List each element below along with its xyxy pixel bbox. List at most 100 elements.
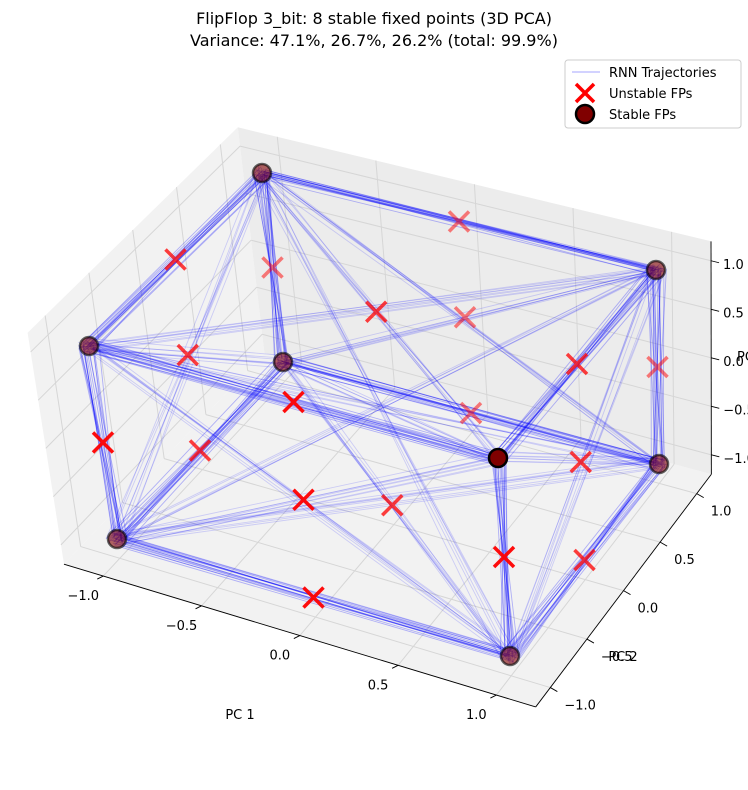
grid-line-left-z	[37, 192, 246, 401]
trajectory-segment	[126, 172, 259, 537]
axis-panes	[27, 127, 712, 707]
trajectory-segment	[121, 459, 499, 542]
trajectory-segment	[488, 460, 665, 466]
y-tick	[623, 590, 631, 595]
trajectory-segment	[491, 454, 515, 651]
trajectory-segment	[496, 265, 659, 455]
z-tick	[711, 454, 720, 458]
trajectory-segment	[261, 174, 497, 462]
chart-subtitle: Variance: 47.1%, 26.7%, 26.2% (total: 99…	[190, 31, 558, 50]
z-tick-label: 0.0	[723, 355, 744, 370]
trajectory-segment	[511, 270, 666, 658]
trajectory-segment	[122, 369, 285, 548]
trajectory-segment	[87, 337, 494, 452]
z-tick-label: 1.0	[723, 258, 744, 273]
trajectory-segment	[107, 174, 266, 544]
trajectory-segment	[652, 272, 662, 469]
trajectory-segment	[110, 539, 507, 657]
grid-line-left-z	[45, 239, 252, 449]
trajectory-segment	[655, 268, 667, 465]
legend-unstable-label: Unstable FPs	[609, 87, 693, 102]
trajectory-segment	[269, 175, 658, 469]
y-tick-label: 1.0	[711, 505, 732, 520]
trajectory-segment	[263, 171, 659, 464]
legend-stable-label: Stable FPs	[609, 108, 676, 123]
trajectory-segment	[107, 269, 657, 540]
trajectory-segment	[120, 461, 659, 537]
trajectory-segment	[84, 174, 268, 351]
chart-title: FlipFlop 3_bit: 8 stable fixed points (3…	[196, 9, 552, 29]
trajectory-segment	[78, 341, 506, 653]
unstable-fp-marker	[292, 488, 315, 511]
trajectory-segment	[82, 346, 119, 539]
x-axis-label: PC 1	[225, 708, 254, 723]
unstable-fp-marker	[453, 306, 477, 329]
stable-fps	[78, 162, 670, 667]
trajectory-segment	[258, 175, 498, 461]
grid-lines	[30, 136, 712, 696]
unstable-fp-marker	[91, 431, 115, 454]
stable-fp-marker	[648, 453, 670, 475]
trajectory-segment	[113, 532, 509, 650]
stable-fp-marker	[78, 335, 100, 357]
unstable-fp-marker	[302, 586, 325, 609]
trajectory-segment	[652, 275, 663, 469]
stable-fp-marker	[645, 259, 667, 281]
z-axis-label: PC	[737, 350, 748, 365]
stable-fp-marker	[499, 645, 521, 667]
z-tick	[711, 405, 720, 409]
trajectory-segment	[115, 360, 291, 541]
trajectory-segment	[279, 354, 505, 649]
trajectory-segment	[118, 271, 652, 542]
trajectory-segment	[79, 346, 664, 464]
trajectory-segment	[256, 174, 518, 657]
trajectory-segment	[108, 267, 655, 538]
trajectory-segment	[498, 450, 657, 459]
trajectory-segment	[93, 349, 494, 464]
trajectory-segment	[270, 174, 660, 273]
trajectory-segment	[85, 166, 262, 341]
trajectory-segment	[662, 270, 665, 465]
trajectory-segment	[286, 364, 504, 660]
trajectory-segment	[284, 355, 658, 460]
pane-back-wall	[237, 127, 712, 475]
trajectory-segment	[94, 342, 652, 464]
trajectory-segment	[493, 272, 662, 464]
trajectory-segment	[287, 367, 502, 465]
trajectory-segment	[496, 454, 514, 653]
pane-floor	[64, 353, 712, 707]
stable-fp-marker	[251, 162, 273, 184]
unstable-fp-marker	[492, 545, 516, 569]
trajectory-segment	[259, 174, 515, 657]
trajectory-segment	[85, 265, 665, 346]
trajectory-segment	[117, 453, 492, 535]
trajectory-segment	[121, 174, 269, 542]
trajectory-segment	[98, 348, 120, 542]
trajectory-segment	[283, 365, 502, 463]
trajectory-segment	[291, 269, 656, 362]
trajectory-segment	[266, 181, 289, 371]
trajectory-segment	[82, 345, 493, 460]
x-tick	[195, 605, 202, 610]
y-tick-label: −1.0	[564, 699, 596, 714]
unstable-fp-marker	[565, 352, 589, 376]
x-tick	[97, 575, 104, 580]
unstable-fp-marker	[176, 343, 199, 367]
trajectory-segment	[260, 173, 663, 270]
y-tick	[659, 541, 668, 547]
trajectory-segment	[81, 342, 281, 361]
grid-line-left-y	[219, 144, 249, 371]
trajectory-segment	[120, 537, 515, 657]
trajectory-segment	[509, 264, 655, 651]
trajectory-segment	[80, 268, 660, 348]
trajectory-segment	[115, 455, 504, 539]
trajectory-segment	[513, 273, 665, 660]
x-tick-label: −1.0	[67, 589, 99, 604]
trajectory-segment	[493, 450, 506, 649]
trajectory-segment	[89, 341, 496, 455]
y-tick-label: 0.0	[638, 602, 659, 617]
trajectory-segment	[268, 175, 279, 367]
unstable-fp-marker	[282, 390, 305, 414]
trajectory-segment	[260, 177, 503, 463]
trajectory-segment	[292, 365, 664, 468]
